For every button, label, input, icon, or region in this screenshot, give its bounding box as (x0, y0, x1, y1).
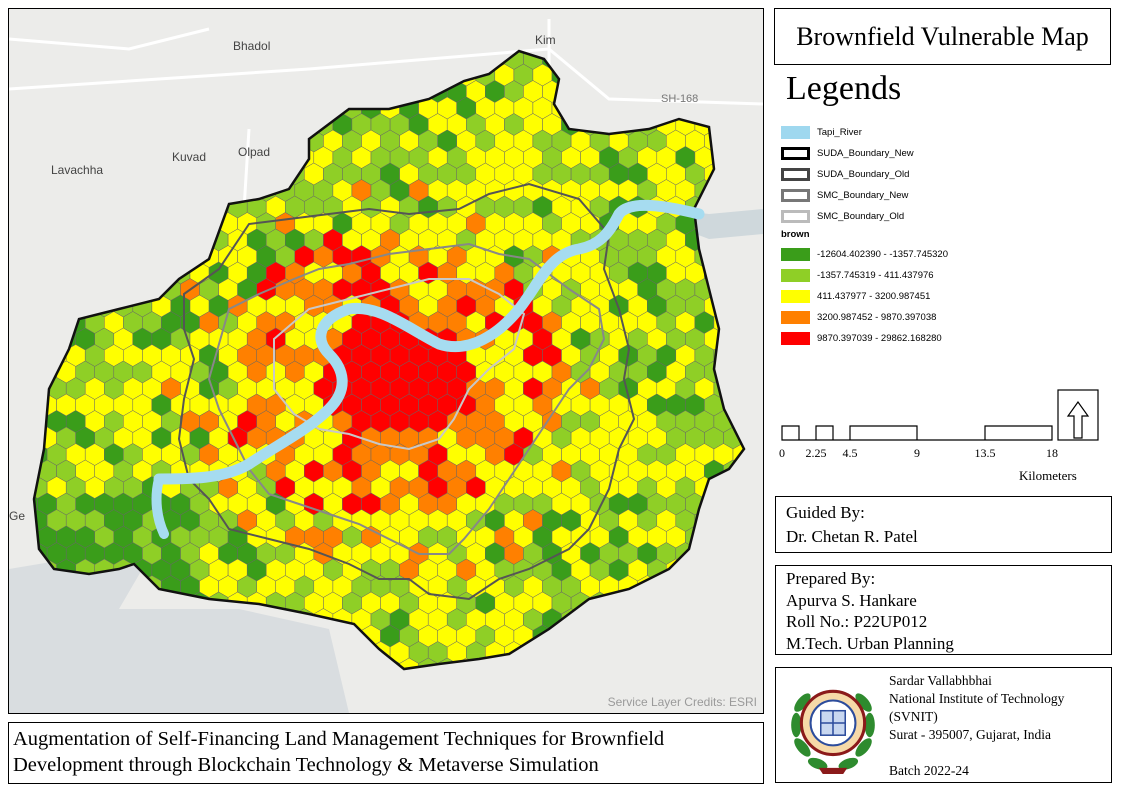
legend-item-smc-old: SMC_Boundary_Old (781, 208, 904, 224)
legend-swatch (781, 188, 810, 202)
legend-swatch (781, 310, 810, 324)
map-title-box: Brownfield Vulnerable Map (774, 8, 1111, 65)
legend-swatch (781, 331, 810, 345)
smc-boundary-new (207, 242, 606, 555)
map-canvas[interactable] (9, 9, 763, 713)
legend-swatch (781, 247, 810, 261)
place-label: Lavachha (51, 163, 104, 177)
scale-tick: 4.5 (842, 446, 858, 460)
svnit-logo-icon (791, 689, 875, 774)
hex-cell (418, 657, 438, 669)
legend-label: SMC_Boundary_New (817, 189, 909, 201)
guided-by-box: Guided By: Dr. Chetan R. Patel (775, 496, 1112, 553)
author-name: Apurva S. Hankare (786, 590, 917, 610)
project-title-box: Augmentation of Self-Financing Land Mana… (8, 722, 764, 784)
institute-line: Surat - 395007, Gujarat, India (889, 727, 1051, 742)
program-name: M.Tech. Urban Planning (786, 633, 954, 653)
smc-boundary-old (273, 278, 526, 451)
road-label: SH-168 (661, 93, 699, 105)
institute-line: (SVNIT) (889, 709, 938, 724)
legend-label: Tapi_River (817, 126, 862, 138)
basemap-roads (9, 19, 763, 210)
place-label: Olpad (238, 145, 271, 159)
scale-tick: 18 (1046, 446, 1058, 460)
scale-tick: 13.5 (974, 446, 996, 460)
batch-label: Batch 2022-24 (889, 763, 969, 778)
institute-box: Sardar Vallabhbhai National Institute of… (775, 667, 1112, 783)
project-title-line: Augmentation of Self-Financing Land Mana… (13, 728, 665, 750)
map-title: Brownfield Vulnerable Map (796, 21, 1089, 51)
place-label: Bhadol (233, 39, 271, 53)
institute-line: National Institute of Technology (889, 691, 1065, 706)
place-label: Kim (535, 33, 556, 47)
suda-boundary-old (177, 182, 636, 601)
place-label: Ge (9, 509, 26, 523)
legend-item-smc-new: SMC_Boundary_New (781, 187, 908, 203)
north-arrow-icon (1057, 389, 1099, 441)
legend-swatch (781, 289, 810, 303)
legend-item-suda-new: SUDA_Boundary_New (781, 145, 914, 161)
roll-number: Roll No.: P22UP012 (786, 612, 928, 631)
scale-tick: 2.25 (805, 446, 827, 460)
legend-label: -1357.745319 - 411.437976 (817, 269, 934, 281)
legend-swatch (781, 146, 810, 160)
legend-item-suda-old: SUDA_Boundary_Old (781, 166, 909, 182)
place-label: Kuvad (172, 150, 207, 164)
legend-label: 3200.987452 - 9870.397038 (817, 311, 937, 323)
legend-heading: Legends (786, 70, 902, 107)
legend-swatch (781, 209, 810, 223)
hex-cell (399, 657, 419, 669)
guide-name: Dr. Chetan R. Patel (786, 527, 918, 546)
guided-by-heading: Guided By: (786, 503, 865, 522)
legend-class-1: -12604.402390 - -1357.745320 (781, 246, 948, 262)
legend-label: 411.437977 - 3200.987451 (817, 290, 931, 302)
scale-tick: 0 (779, 446, 785, 460)
legend-class-4: 3200.987452 - 9870.397038 (781, 309, 936, 325)
legend-group-label: brown (781, 229, 810, 240)
scale-unit: Kilometers (1019, 468, 1077, 483)
legend-class-3: 411.437977 - 3200.987451 (781, 288, 930, 304)
legend-swatch (781, 268, 810, 282)
institute-line: Sardar Vallabhbhai (889, 673, 992, 688)
legend-label: SMC_Boundary_Old (817, 210, 905, 222)
tapi-river (153, 199, 705, 485)
scale-bar-graphic (781, 389, 1099, 441)
legend-item-tapi-river: Tapi_River (781, 124, 862, 140)
legend-label: SUDA_Boundary_Old (817, 168, 910, 180)
legend-label: SUDA_Boundary_New (817, 147, 914, 159)
service-credits: Service Layer Credits: ESRI (607, 695, 757, 709)
legend-swatch (781, 167, 810, 181)
legend-swatch (781, 125, 810, 139)
project-title-line: Development through Blockchain Technolog… (13, 754, 599, 776)
legend-class-5: 9870.397039 - 29862.168280 (781, 330, 942, 346)
legend-label: -12604.402390 - -1357.745320 (817, 248, 949, 260)
scale-tick: 9 (914, 446, 920, 460)
tapi-river-mouth (151, 474, 169, 539)
legend-label: 9870.397039 - 29862.168280 (817, 332, 942, 344)
prepared-by-box: Prepared By: Apurva S. Hankare Roll No.:… (775, 565, 1112, 655)
scale-bar: 0 2.25 4.5 9 13.5 18 Kilometers (776, 388, 1106, 488)
institute-address: Sardar Vallabhbhai National Institute of… (889, 672, 1064, 744)
map-frame[interactable]: Bhadol Kim Olpad Kuvad Lavachha Ge SH-16… (8, 8, 764, 714)
legend-class-2: -1357.745319 - 411.437976 (781, 267, 934, 283)
prepared-by-heading: Prepared By: (786, 569, 876, 588)
